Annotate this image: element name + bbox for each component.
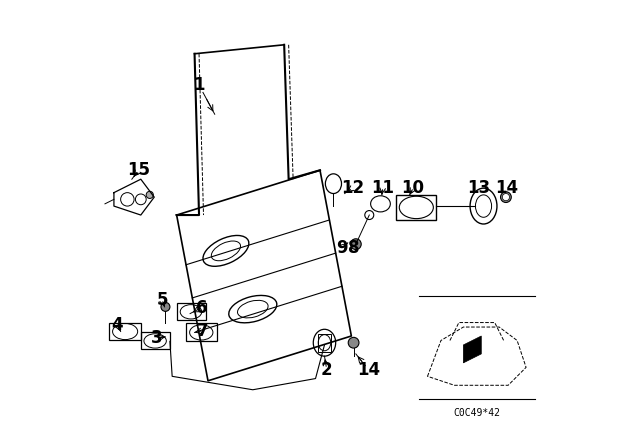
Bar <box>317 334 332 352</box>
Text: 3: 3 <box>150 329 163 347</box>
Ellipse shape <box>500 192 511 202</box>
Text: 6: 6 <box>196 299 207 317</box>
Bar <box>141 332 170 349</box>
Text: 5: 5 <box>157 291 168 309</box>
Text: 7: 7 <box>197 322 209 340</box>
Ellipse shape <box>351 239 361 250</box>
Text: 11: 11 <box>371 179 394 197</box>
Text: 8: 8 <box>348 239 360 257</box>
Ellipse shape <box>161 302 170 311</box>
Text: 14: 14 <box>495 179 518 197</box>
Text: 10: 10 <box>402 179 425 197</box>
Text: 12: 12 <box>340 179 364 197</box>
Text: 15: 15 <box>127 161 150 179</box>
Text: C0C49*42: C0C49*42 <box>453 408 500 418</box>
Text: 4: 4 <box>112 316 124 334</box>
Text: 13: 13 <box>467 179 491 197</box>
Text: 9: 9 <box>336 239 348 257</box>
Ellipse shape <box>348 337 359 348</box>
Ellipse shape <box>502 194 509 201</box>
Bar <box>177 303 206 320</box>
Ellipse shape <box>146 191 154 198</box>
Text: 2: 2 <box>321 361 333 379</box>
Text: 1: 1 <box>193 76 205 94</box>
Text: 14: 14 <box>357 361 380 379</box>
Bar <box>109 323 141 340</box>
Bar <box>396 195 436 220</box>
Bar <box>186 323 217 341</box>
Polygon shape <box>463 336 481 363</box>
